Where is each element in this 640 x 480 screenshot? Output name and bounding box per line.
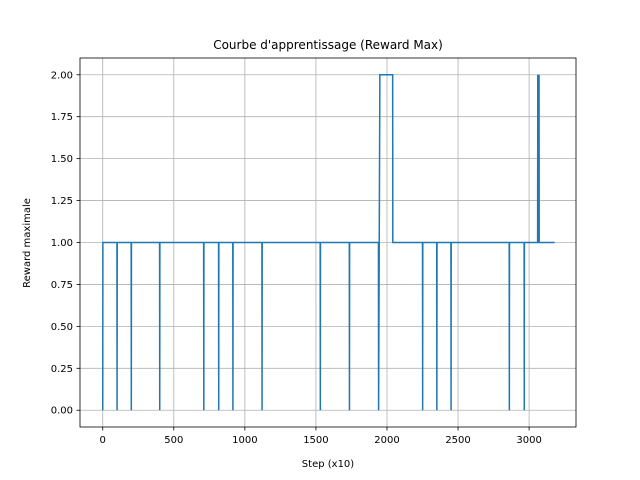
x-tick-label: 2000 [374, 435, 399, 446]
y-tick-label: 2.00 [51, 70, 73, 81]
x-tick-label: 2500 [445, 435, 470, 446]
y-tick-label: 1.75 [51, 112, 73, 123]
x-tick-label: 1500 [303, 435, 328, 446]
x-tick-label: 500 [164, 435, 183, 446]
x-axis-label: Step (x10) [302, 459, 354, 470]
x-tick-label: 1000 [232, 435, 257, 446]
y-tick-label: 0.00 [51, 406, 73, 417]
grid [80, 58, 576, 427]
y-axis-label: Reward maximale [22, 198, 33, 288]
series-line [101, 74, 555, 411]
y-tick-label: 0.50 [51, 322, 73, 333]
ticks: 0 500 1000 1500 2000 2500 3000 0.00 0.25 0.50 0.75… [51, 70, 542, 446]
x-tick-label: 0 [100, 435, 106, 446]
y-tick-label: 1.00 [51, 238, 73, 249]
chart-title: Courbe d'apprentissage (Reward Max) [213, 38, 443, 52]
plot-frame [79, 57, 577, 428]
y-tick-label: 0.25 [51, 364, 73, 375]
x-tick-label: 3000 [516, 435, 541, 446]
series-group [101, 74, 555, 411]
y-tick-label: 1.50 [51, 154, 73, 165]
y-tick-label: 0.75 [51, 280, 73, 291]
y-tick-label: 1.25 [51, 196, 73, 207]
